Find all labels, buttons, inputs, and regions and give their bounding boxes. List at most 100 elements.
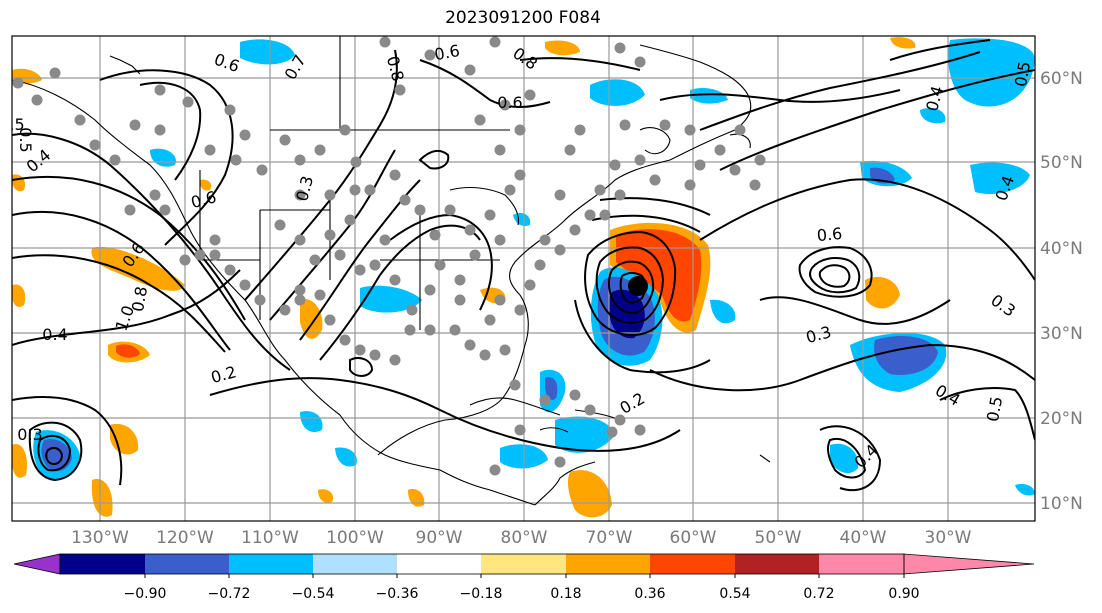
station-dot [379, 234, 391, 246]
station-dot [504, 184, 516, 196]
station-dot [499, 99, 511, 111]
contour-label: 0.5 [0, 115, 25, 134]
station-dot [294, 284, 306, 296]
colorbar-segment [145, 554, 229, 574]
colorbar-segment [397, 554, 481, 574]
station-dot [464, 339, 476, 351]
map-frame [11, 35, 1036, 522]
station-dot [109, 154, 121, 166]
station-dot [614, 414, 626, 426]
station-dot [534, 259, 546, 271]
lat-label: 10°N [1040, 494, 1083, 514]
station-dot [339, 124, 351, 136]
station-dot [124, 204, 136, 216]
colorbar-extend-high [903, 553, 1035, 575]
station-dot [389, 354, 401, 366]
lon-label: 30°W [925, 528, 972, 548]
lon-label: 100°W [326, 528, 384, 548]
station-dot [279, 304, 291, 316]
station-dot [599, 209, 611, 221]
station-dot [734, 124, 746, 136]
station-dot [569, 389, 581, 401]
station-dot [204, 144, 216, 156]
station-dot [514, 169, 526, 181]
station-dot [389, 274, 401, 286]
station-dot [89, 139, 101, 151]
station-dot [406, 304, 418, 316]
station-dot [256, 164, 268, 176]
station-dot [684, 124, 696, 136]
station-dot [484, 209, 496, 221]
contour-label: 0.3 [17, 425, 42, 444]
station-dot [394, 84, 406, 96]
station-dot [619, 119, 631, 131]
station-dot [339, 334, 351, 346]
station-dot [514, 304, 526, 316]
station-dot [489, 464, 501, 476]
station-dot [554, 189, 566, 201]
station-dot [609, 159, 621, 171]
lon-label: 120°W [156, 528, 214, 548]
lon-label: 40°W [840, 528, 887, 548]
station-dot [429, 229, 441, 241]
station-dot [364, 184, 376, 196]
station-dot [294, 189, 306, 201]
station-dot [254, 294, 266, 306]
storm-center-marker [628, 276, 648, 296]
lon-label: 90°W [416, 528, 463, 548]
station-dot [454, 274, 466, 286]
station-dot [129, 119, 141, 131]
lon-label: 80°W [501, 528, 548, 548]
colorbar-segment [229, 554, 313, 574]
station-dot [334, 249, 346, 261]
station-dot [49, 67, 61, 79]
station-dot [659, 119, 671, 131]
station-dot [194, 249, 206, 261]
station-dot [634, 154, 646, 166]
station-dot [379, 36, 391, 48]
station-dot [209, 234, 221, 246]
station-dot [31, 94, 43, 106]
station-dot [494, 234, 506, 246]
contour-label: 0.6 [497, 93, 522, 112]
station-dot [634, 56, 646, 68]
station-dot [182, 96, 194, 108]
station-dot [149, 189, 161, 201]
lon-label: 50°W [755, 528, 802, 548]
lon-label: 70°W [586, 528, 633, 548]
station-dot [539, 234, 551, 246]
station-dot [399, 194, 411, 206]
station-dot [344, 214, 356, 226]
colorbar-segment [313, 554, 397, 574]
colorbar-tick: 0.90 [888, 586, 919, 602]
station-dot [294, 234, 306, 246]
station-dot [314, 289, 326, 301]
station-dot [714, 144, 726, 156]
lon-label: 110°W [241, 528, 299, 548]
station-dot [404, 324, 416, 336]
station-dot [209, 249, 221, 261]
map-title: 2023091200 F084 [445, 8, 601, 28]
colorbar-segment [819, 554, 904, 574]
station-dot [350, 156, 362, 168]
station-dot [569, 224, 581, 236]
station-dot [239, 129, 251, 141]
lat-label: 30°N [1040, 324, 1083, 344]
station-dot [494, 144, 506, 156]
station-dot [509, 379, 521, 391]
station-dot [564, 144, 576, 156]
station-dot [354, 264, 366, 276]
station-dot [514, 124, 526, 136]
station-dot [444, 204, 456, 216]
station-dot [729, 164, 741, 176]
station-dot [324, 229, 336, 241]
colorbar-tick: −0.54 [292, 586, 335, 602]
station-dot [424, 284, 436, 296]
longitude-labels: 130°W 120°W 110°W 100°W 90°W 80°W 70°W 60°W 50°W… [71, 528, 972, 548]
colorbar-tick: −0.90 [124, 586, 167, 602]
lat-label: 60°N [1040, 69, 1083, 89]
colorbar-tick: 0.18 [550, 586, 581, 602]
station-dot [584, 209, 596, 221]
station-dot [309, 254, 321, 266]
